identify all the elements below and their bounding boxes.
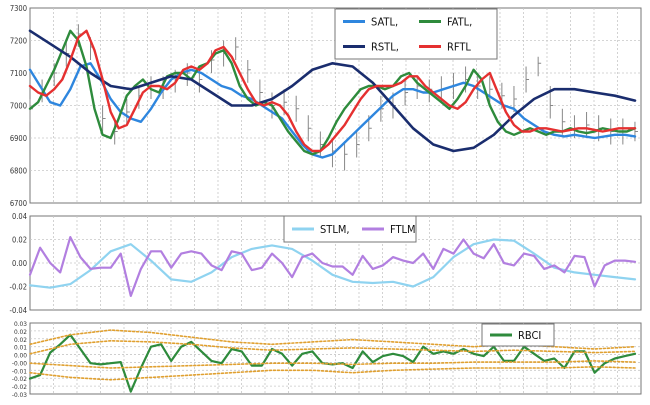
y-tick-label: 0.02 — [14, 328, 27, 336]
legend-label-fatl: FATL, — [447, 16, 472, 29]
y-tick-label: -0.04 — [10, 306, 27, 315]
momentum-panel: 0.04 0.02 0.00 -0.02 -0.04 STLM, FTLM — [10, 212, 642, 315]
rbci-panel: 0.030.020.020.010.00-0.00-0.01-0.02-0.02… — [12, 320, 642, 399]
series-line-rstl — [28, 29, 637, 153]
y-tick-label: -0.00 — [12, 359, 27, 367]
legend-label-ftlm: FTLM — [390, 223, 416, 236]
y-tick-label: -0.02 — [12, 383, 27, 391]
price-panel: 7300 7200 7100 7000 6900 6800 6700 SATL, FATL, RS… — [10, 4, 642, 208]
series-line-ftlm — [28, 236, 637, 297]
series-line-stlm — [28, 238, 637, 289]
y-tick-label: 7200 — [10, 37, 27, 46]
y-tick-label: 0.00 — [12, 259, 27, 268]
y-tick-label: 0.02 — [14, 336, 27, 344]
y-tick-label: 0.02 — [12, 236, 27, 245]
y-tick-label: 7300 — [10, 4, 27, 13]
legend: SATL, FATL, RSTL, RFTL — [334, 8, 498, 60]
legend-box — [481, 323, 555, 347]
y-tick-label: 0.00 — [14, 352, 27, 360]
y-tick-label: -0.01 — [12, 367, 27, 375]
legend-label-rstl: RSTL, — [371, 41, 399, 54]
series-line-band-inner-upper — [29, 339, 636, 355]
y-tick-label: 7000 — [10, 102, 27, 111]
legend-label-satl: SATL, — [371, 16, 398, 29]
series-line-band-inner-lower — [29, 360, 636, 369]
series-line-rbci — [28, 333, 637, 393]
legend-label-stlm: STLM, — [320, 223, 350, 236]
y-tick-label: 6800 — [10, 167, 27, 176]
series-line-rftl — [28, 29, 637, 153]
y-tick-label: -0.02 — [12, 375, 27, 383]
legend-label-rftl: RFTL — [447, 41, 471, 54]
y-tick-label: 0.03 — [14, 320, 27, 328]
legend-box — [334, 8, 498, 60]
y-tick-label: 6700 — [10, 199, 27, 208]
y-tick-label: -0.03 — [12, 391, 27, 399]
series-line-band-outer-lower — [29, 365, 636, 381]
y-tick-label: 7100 — [10, 69, 27, 78]
legend: STLM, FTLM — [283, 215, 417, 243]
y-tick-label: 0.04 — [12, 212, 27, 221]
y-tick-label: -0.02 — [10, 283, 27, 292]
y-tick-label: 0.01 — [14, 344, 27, 352]
legend: RBCI — [481, 323, 555, 347]
y-tick-label: 6900 — [10, 134, 27, 143]
legend-label-rbci: RBCI — [518, 329, 541, 342]
